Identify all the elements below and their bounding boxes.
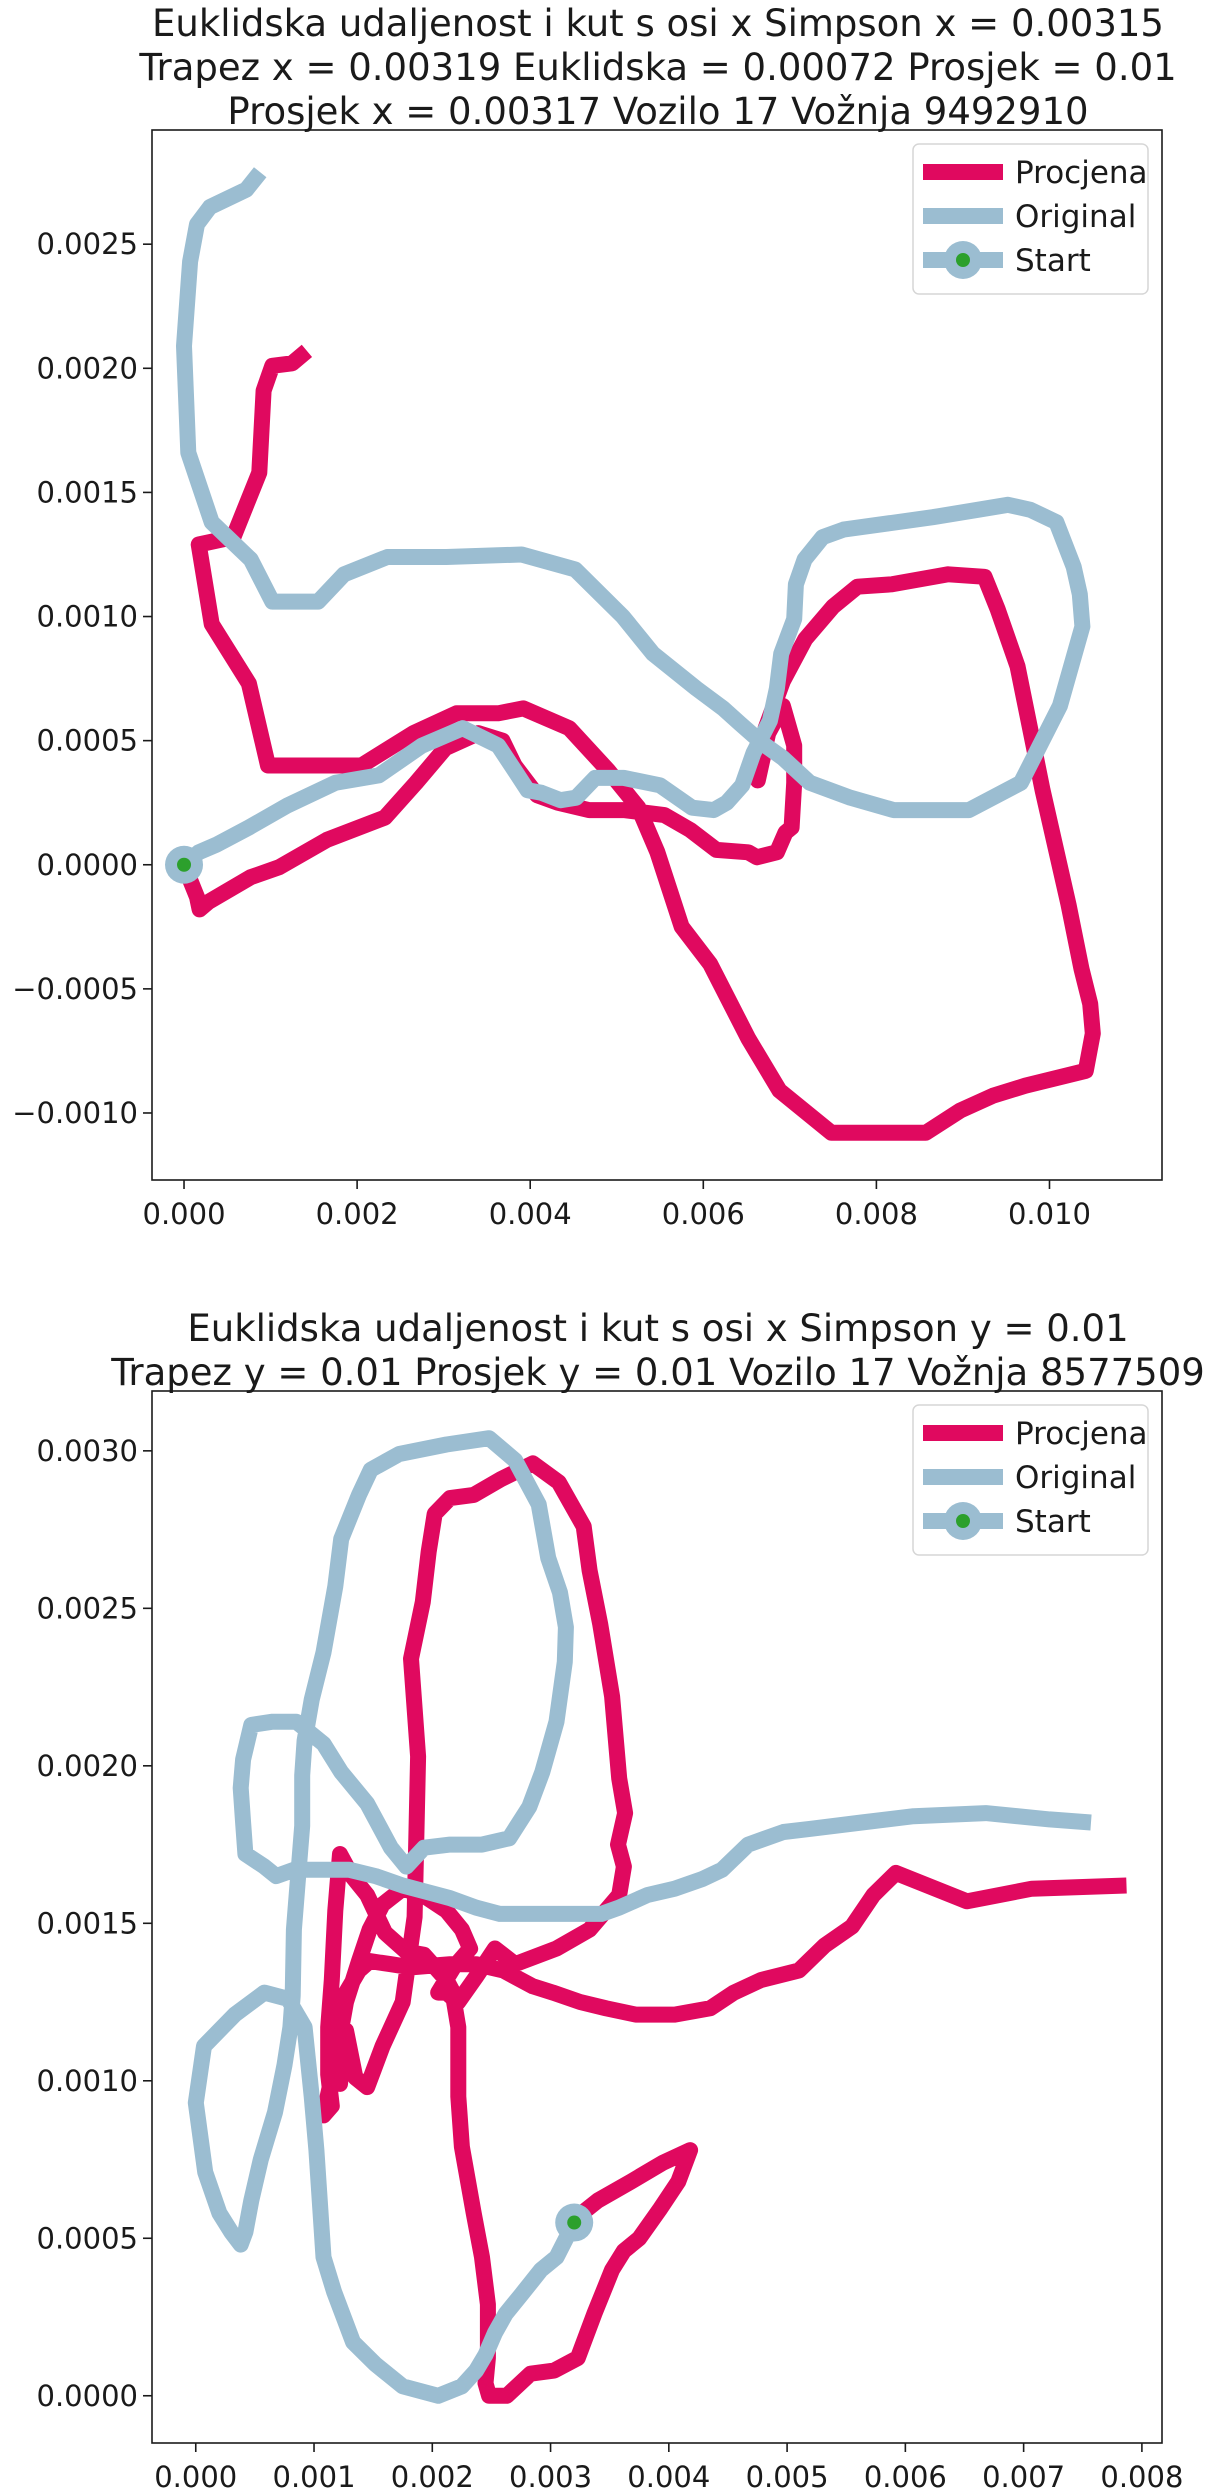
legend-start-marker-center — [956, 1514, 970, 1528]
y-tick-label: 0.0010 — [37, 600, 138, 634]
y-tick-label: −0.0010 — [12, 1096, 138, 1130]
y-tick-label: 0.0015 — [37, 475, 138, 509]
series-original-line — [176, 167, 1091, 871]
y-axis-ticks — [143, 1450, 152, 2397]
legend: Procjena Original Start — [912, 143, 1149, 295]
x-tick-label: 0.000 — [154, 2460, 237, 2490]
x-axis-ticks — [183, 1180, 1051, 1189]
x-tick-label: 0.004 — [489, 1197, 572, 1231]
y-tick-label: 0.0015 — [37, 1906, 138, 1940]
x-tick-label: 0.006 — [864, 2460, 947, 2490]
legend-label-procjena: Procjena — [1015, 155, 1148, 191]
title-line-1: Euklidska udaljenost i kut s osi x Simps… — [152, 2, 1164, 45]
y-tick-label: −0.0005 — [12, 972, 138, 1006]
title-line-2: Trapez y = 0.01 Prosjek y = 0.01 Vozilo … — [110, 1351, 1205, 1394]
x-tick-label: 0.004 — [627, 2460, 710, 2490]
y-tick-label: 0.0020 — [37, 1749, 138, 1783]
y-axis-ticks — [143, 243, 152, 1114]
y-tick-label: 0.0020 — [37, 351, 138, 385]
y-tick-label: 0.0025 — [37, 1591, 138, 1625]
series-original-line — [187, 1430, 1092, 2404]
subplot-top-title: Euklidska udaljenost i kut s osi x Simps… — [138, 2, 1176, 133]
legend-label-procjena: Procjena — [1015, 1416, 1148, 1452]
plot-area — [187, 1430, 1127, 2404]
legend-label-original: Original — [1015, 199, 1136, 235]
x-axis-tick-labels: 0.000 0.001 0.002 0.003 0.004 0.005 0.00… — [154, 2460, 1183, 2490]
subplot-top: Euklidska udaljenost i kut s osi x Simps… — [12, 2, 1176, 1231]
x-tick-label: 0.003 — [509, 2460, 592, 2490]
legend-label-start: Start — [1015, 1504, 1091, 1540]
start-marker-center — [177, 857, 192, 872]
axes-frame — [151, 1390, 1163, 2444]
x-tick-label: 0.008 — [835, 1197, 918, 1231]
y-tick-label: 0.0000 — [37, 2379, 138, 2413]
x-tick-label: 0.005 — [746, 2460, 829, 2490]
legend-start-marker-center — [956, 253, 970, 267]
y-tick-label: 0.0010 — [37, 2064, 138, 2098]
subplot-bottom: Euklidska udaljenost i kut s osi x Simps… — [37, 1307, 1205, 2490]
x-tick-label: 0.007 — [982, 2460, 1065, 2490]
x-tick-label: 0.010 — [1008, 1197, 1091, 1231]
y-tick-label: 0.0025 — [37, 227, 138, 261]
x-axis-ticks — [194, 2443, 1143, 2452]
title-line-2: Trapez x = 0.00319 Euklidska = 0.00072 P… — [138, 46, 1176, 89]
axes-frame — [151, 129, 1163, 1181]
title-line-3: Prosjek x = 0.00317 Vozilo 17 Vožnja 949… — [227, 90, 1088, 133]
y-tick-label: 0.0030 — [37, 1434, 138, 1468]
y-tick-label: 0.0005 — [37, 2221, 138, 2255]
y-tick-label: 0.0005 — [37, 724, 138, 758]
y-tick-label: 0.0000 — [37, 848, 138, 882]
x-tick-label: 0.008 — [1100, 2460, 1183, 2490]
x-tick-label: 0.002 — [316, 1197, 399, 1231]
plot-area — [165, 167, 1101, 1141]
start-marker-center — [567, 2215, 582, 2230]
legend-label-original: Original — [1015, 1460, 1136, 1496]
legend-label-start: Start — [1015, 243, 1091, 279]
title-line-1: Euklidska udaljenost i kut s osi x Simps… — [187, 1307, 1128, 1350]
y-axis-tick-labels: 0.0000 0.0005 0.0010 0.0015 0.0020 0.002… — [37, 1434, 138, 2413]
legend: Procjena Original Start — [912, 1404, 1149, 1556]
x-axis-tick-labels: 0.000 0.002 0.004 0.006 0.008 0.010 — [143, 1197, 1091, 1231]
y-axis-tick-labels: −0.0010 −0.0005 0.0000 0.0005 0.0010 0.0… — [12, 227, 138, 1130]
x-tick-label: 0.006 — [662, 1197, 745, 1231]
subplot-bottom-title: Euklidska udaljenost i kut s osi x Simps… — [110, 1307, 1205, 1394]
x-tick-label: 0.002 — [391, 2460, 474, 2490]
x-tick-label: 0.001 — [273, 2460, 356, 2490]
x-tick-label: 0.000 — [143, 1197, 226, 1231]
series-procjena-line — [315, 1455, 1127, 2404]
